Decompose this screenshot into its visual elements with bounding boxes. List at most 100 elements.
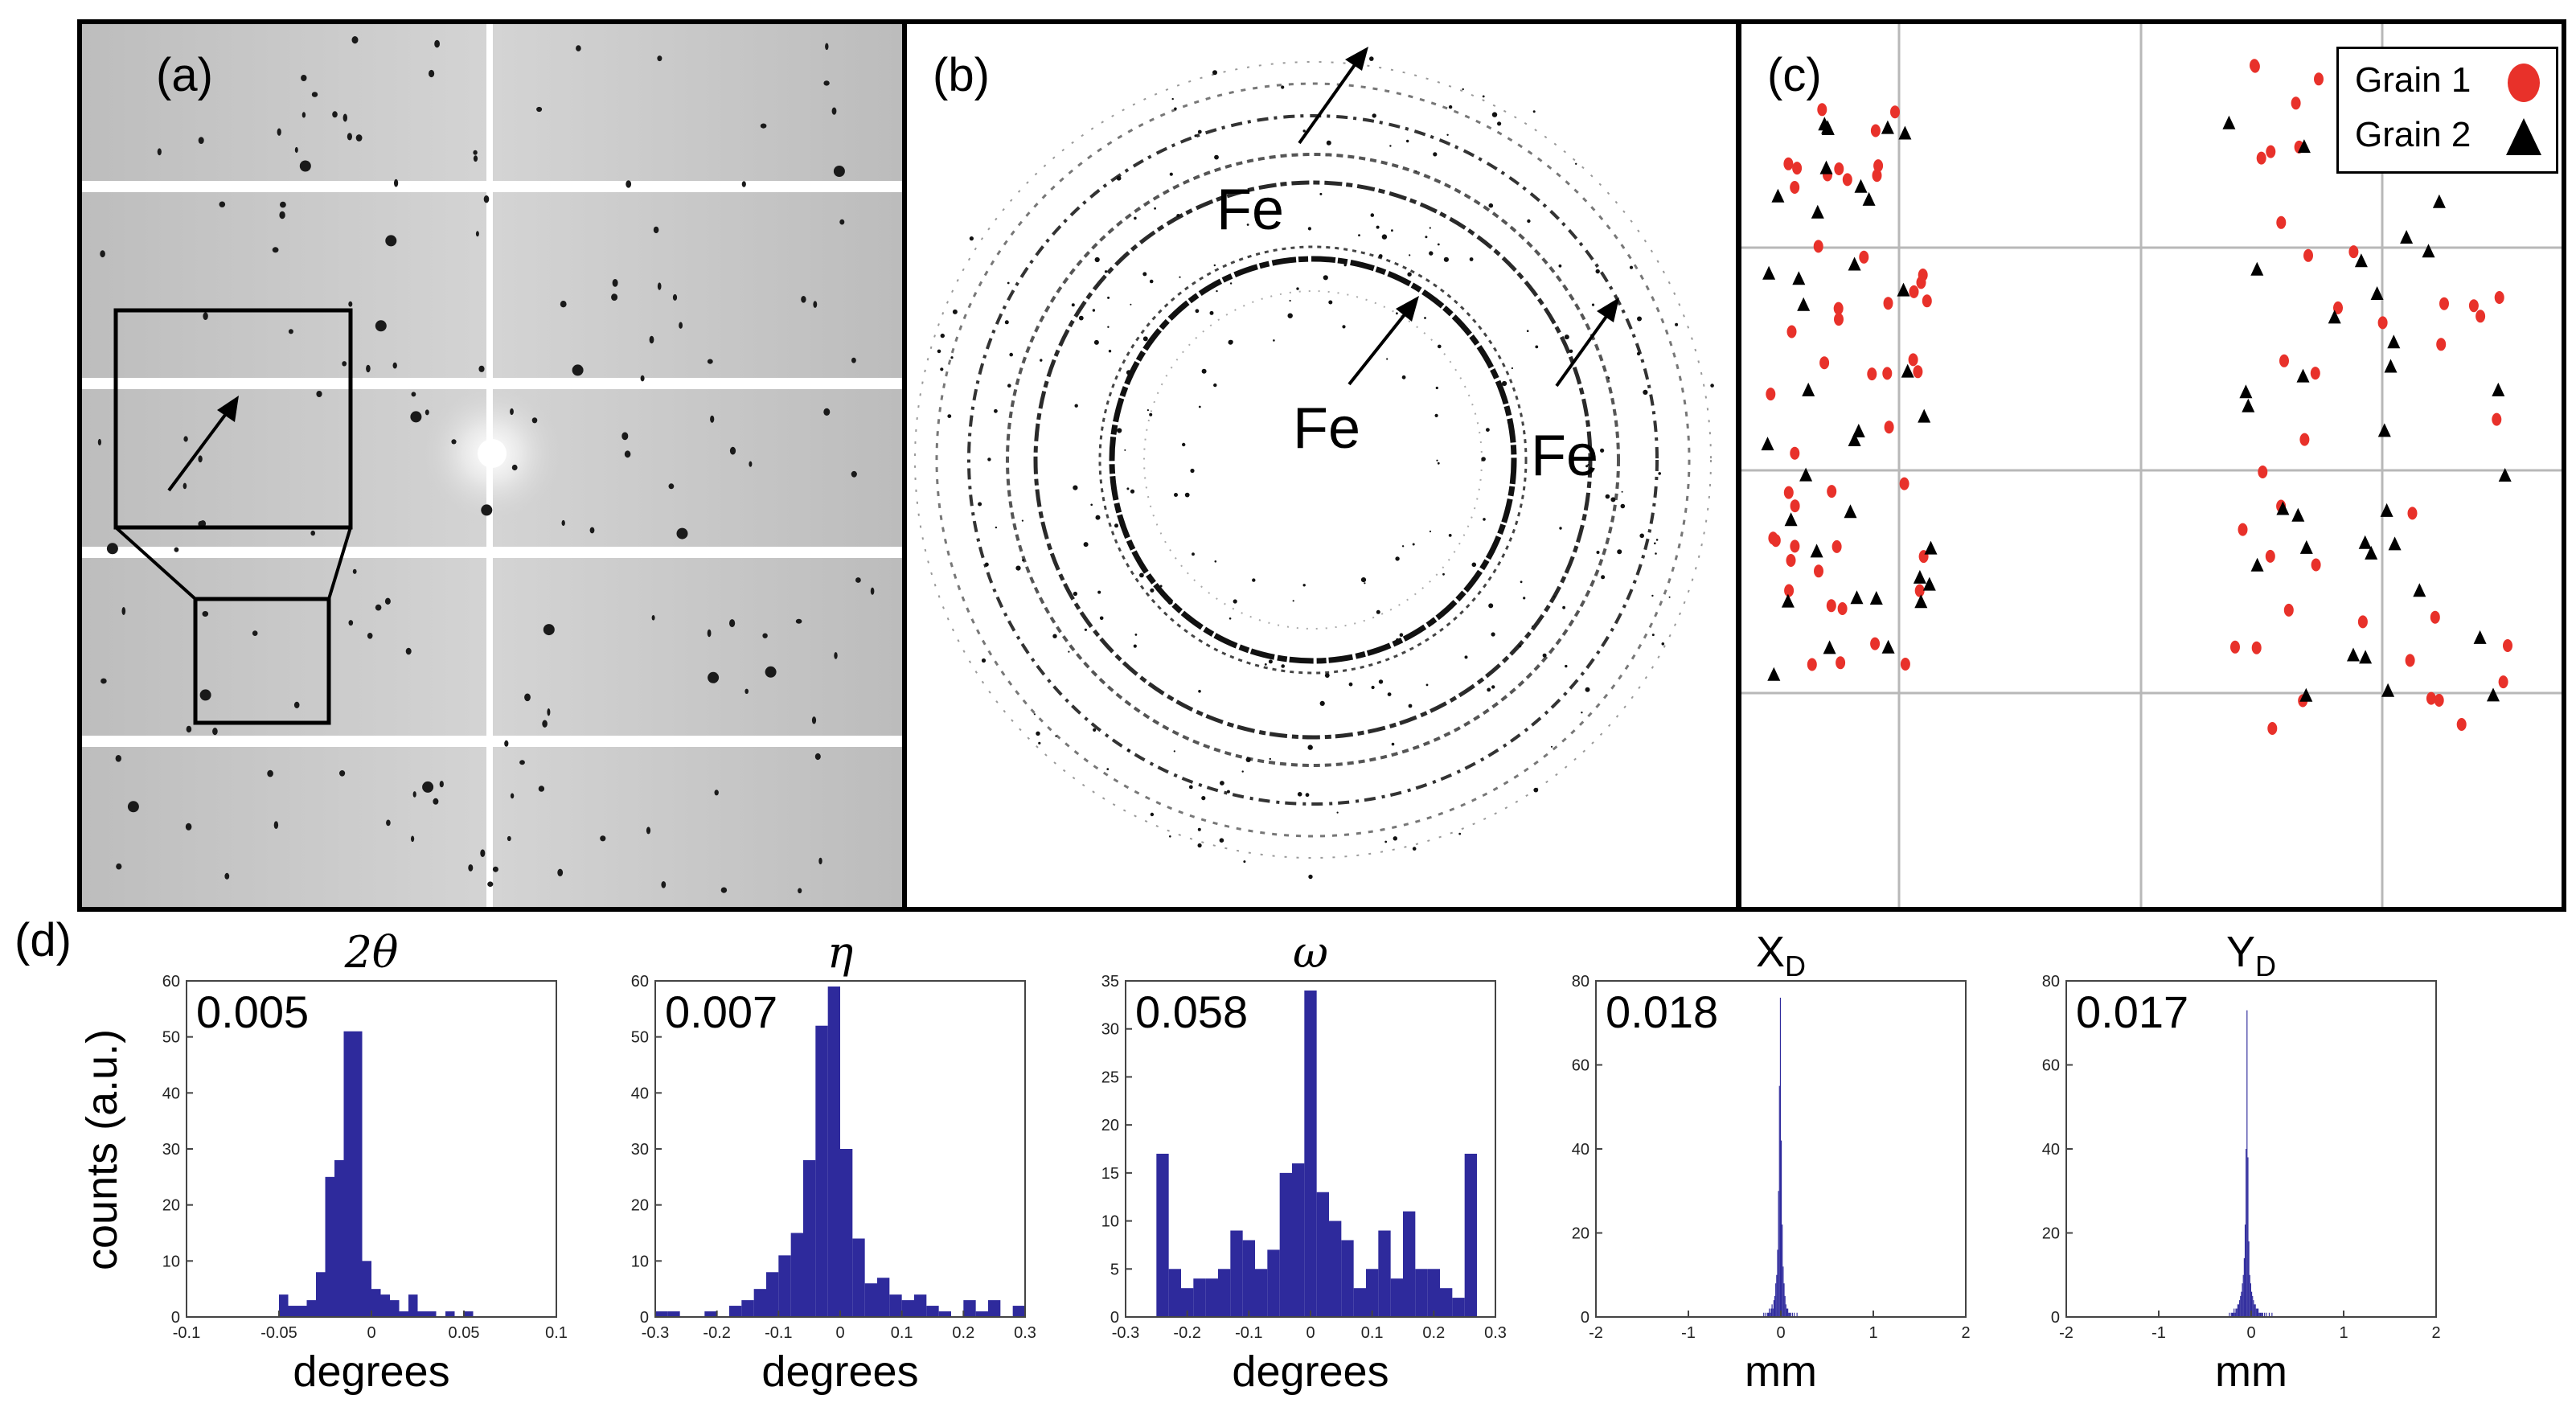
ring-speckle [1585,687,1590,692]
histogram-bar [2271,1312,2273,1317]
histogram-bar [380,1294,390,1317]
ring-speckle [1610,497,1616,503]
histogram-bar [288,1306,297,1317]
ring-speckle [1581,712,1583,714]
ring-speckle [1360,577,1367,583]
diffraction-spot [651,615,655,621]
histogram-title: ω [1292,927,1329,978]
histogram-stat: 0.017 [2076,987,2189,1037]
ring-speckle [1491,550,1495,554]
histogram-bar [1353,1288,1366,1317]
diffraction-spot [473,155,478,162]
diffraction-spot [543,624,555,636]
x-tick-label: -0.1 [765,1324,792,1342]
histogram-bar [2253,1300,2254,1317]
y-tick-label: 60 [2042,1057,2060,1075]
diffraction-spot [855,577,861,583]
ring-speckle [1174,493,1178,497]
histogram-bar [2251,1291,2253,1317]
diffraction-spot [561,519,565,527]
y-tick-label: 40 [631,1085,649,1102]
grain-1-point [1786,325,1797,338]
ring-speckle [1212,70,1217,76]
histogram-bar [1790,1312,1791,1317]
histogram-x-label: degrees [761,1348,919,1396]
ring-speckle [947,414,952,418]
ring-speckle [1308,874,1313,880]
ring-speckle [1116,175,1122,181]
diffraction-spot [202,611,209,617]
diffraction-spot [851,357,856,363]
grain-1-point [2348,245,2359,259]
ring-speckle [1229,617,1232,620]
grain-2-point [2276,501,2290,515]
diffraction-spot [116,863,122,870]
histogram-bar [1774,1295,1776,1318]
ring-speckle [1511,367,1513,370]
y-tick-label: 0 [1581,1309,1589,1327]
histogram-bar [2242,1274,2244,1317]
diffraction-spot [741,181,746,187]
diffraction-spot [589,527,595,534]
ring-speckle [1093,339,1099,345]
diffraction-spot [183,436,188,442]
diffraction-spot [343,113,347,122]
grain-1-point [1870,637,1881,650]
diffraction-spot [411,835,415,843]
histogram-bar [1783,1283,1785,1317]
ring-speckle [1090,503,1093,507]
grain-2-point [1823,640,1836,654]
grain-2-point [2492,382,2505,396]
grain-2-point [1901,363,1914,378]
ring-speckle [1114,523,1118,528]
y-tick-label: 50 [631,1029,649,1047]
ring-speckle [1429,251,1434,256]
diffraction-spot [612,279,618,287]
ring-speckle [1376,225,1380,229]
diffraction-spot [487,881,494,887]
ring-speckle [1245,757,1251,763]
ring-speckle [1600,448,1605,453]
histogram-bar [279,1294,289,1317]
diffraction-spot [252,630,258,636]
ring-speckle [1412,847,1417,851]
histogram-bar [2230,1312,2232,1317]
histogram-bar [975,1311,988,1317]
ring-speckle [1297,792,1302,797]
grain-1-point [1900,658,1910,671]
ring-speckle [1188,785,1193,790]
diffraction-spot [510,793,515,799]
y-tick-label: 5 [1110,1261,1119,1278]
histogram-bar [901,1300,914,1317]
grain-2-point [2239,384,2253,399]
ring-speckle [1483,518,1486,521]
ring-speckle [1149,279,1154,284]
histogram-stat: 0.005 [196,987,310,1037]
ring-speckle [984,562,989,567]
ring-speckle [1358,234,1360,236]
histogram-bar [1316,1192,1329,1317]
ring-speckle [1559,527,1562,530]
ring-speckle [937,349,941,354]
ring-speckle [1084,628,1087,631]
ring-speckle [1424,317,1426,319]
grain-2-point [1761,437,1774,451]
ring-speckle [1348,682,1353,687]
histogram-bar [1778,1085,1780,1318]
ring-speckle [1324,673,1330,678]
histogram-svg: -0.1 -0.05 0 0.05 0.1 0 10 20 30 40 50 60 [162,973,568,1342]
diffraction-spot [708,671,720,683]
diffraction-spot [366,364,371,373]
ring-speckle [1107,326,1110,328]
ring-speckle [940,333,945,338]
grain-2-point [1881,120,1894,134]
ring-speckle [1491,685,1495,689]
grain-1-point [2503,639,2512,652]
y-tick-label: 0 [640,1309,649,1327]
ring-speckle [1319,700,1325,707]
ring-speckle [1409,254,1411,256]
histogram-stat: 0.058 [1135,987,1249,1037]
diffraction-spot [394,178,399,187]
histogram-bar [2240,1295,2242,1318]
ring-speckle [1637,316,1642,322]
